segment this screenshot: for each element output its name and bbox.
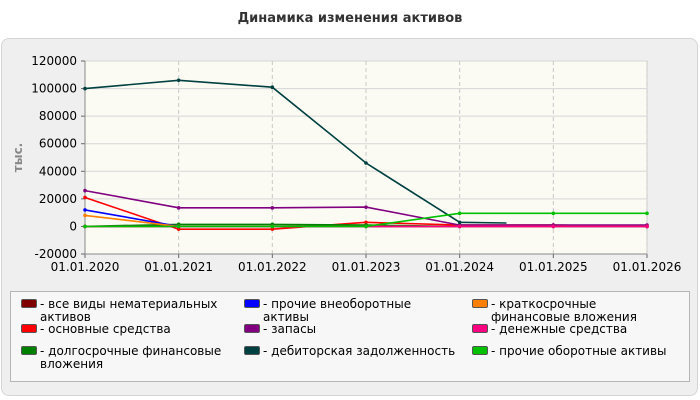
legend-swatch <box>244 299 260 308</box>
y-tick-label: 0 <box>69 219 77 233</box>
y-tick-label: -20000 <box>34 247 77 261</box>
y-tick-label: 20000 <box>39 192 77 206</box>
legend-label: - все виды нематериальных активов <box>40 297 218 324</box>
y-tick-label: 60000 <box>39 137 77 151</box>
data-point <box>83 86 87 91</box>
data-point <box>457 224 462 229</box>
data-point <box>270 206 275 210</box>
x-tick-label: 01.01.2022 <box>238 260 307 274</box>
data-point <box>176 224 181 229</box>
data-point <box>364 220 368 225</box>
legend-label: - запасы <box>263 322 317 336</box>
chart-legend: - все виды нематериальных активов - основ… <box>10 291 690 382</box>
legend-label: - прочие внеоборотные активы <box>263 297 412 324</box>
data-point <box>83 213 87 218</box>
y-tick-label: 100000 <box>31 82 77 96</box>
data-point <box>176 227 181 231</box>
data-point <box>364 161 368 165</box>
data-point <box>364 205 368 209</box>
y-tick-label: 120000 <box>31 54 77 68</box>
legend-label: - краткосрочные финансовые вложения <box>491 297 637 324</box>
y-axis-label: тыс. <box>11 143 25 172</box>
data-point <box>83 208 87 212</box>
data-point <box>551 224 556 229</box>
data-point <box>457 211 462 216</box>
legend-label: - долгосрочные финансовые вложения <box>40 344 222 371</box>
data-point <box>270 224 275 229</box>
legend-label: - денежные средства <box>491 322 628 336</box>
data-point <box>645 211 649 216</box>
legend-swatch <box>244 346 260 355</box>
data-point <box>270 227 275 231</box>
x-tick-label: 01.01.2023 <box>332 260 401 274</box>
legend-swatch <box>21 346 37 355</box>
data-point <box>176 78 181 83</box>
legend-swatch <box>244 324 260 333</box>
legend-swatch <box>472 346 488 355</box>
page-title: Динамика изменения активов <box>237 11 463 26</box>
data-point <box>83 224 87 229</box>
y-tick-label: 80000 <box>39 109 77 123</box>
data-point <box>176 206 181 210</box>
legend-label: - основные средства <box>40 322 171 336</box>
legend-label: - дебиторская задолженность <box>263 344 456 358</box>
x-tick-label: 01.01.2021 <box>144 260 213 274</box>
x-tick-label: 01.01.2026 <box>613 260 682 274</box>
x-tick-label: 01.01.2024 <box>425 260 494 274</box>
data-point <box>364 224 368 229</box>
legend-swatch <box>21 324 37 333</box>
data-point <box>551 211 556 216</box>
legend-label: - прочие оборотные активы <box>491 344 667 358</box>
legend-swatch <box>472 324 488 333</box>
data-point <box>645 224 649 229</box>
legend-swatch <box>472 299 488 308</box>
y-tick-label: 40000 <box>39 164 77 178</box>
data-point <box>83 195 87 200</box>
series-line <box>84 79 507 224</box>
data-point <box>457 220 462 225</box>
data-point <box>83 188 87 193</box>
x-tick-label: 01.01.2020 <box>51 260 120 274</box>
x-tick-label: 01.01.2025 <box>519 260 588 274</box>
legend-swatch <box>21 299 37 308</box>
data-point <box>270 85 275 89</box>
